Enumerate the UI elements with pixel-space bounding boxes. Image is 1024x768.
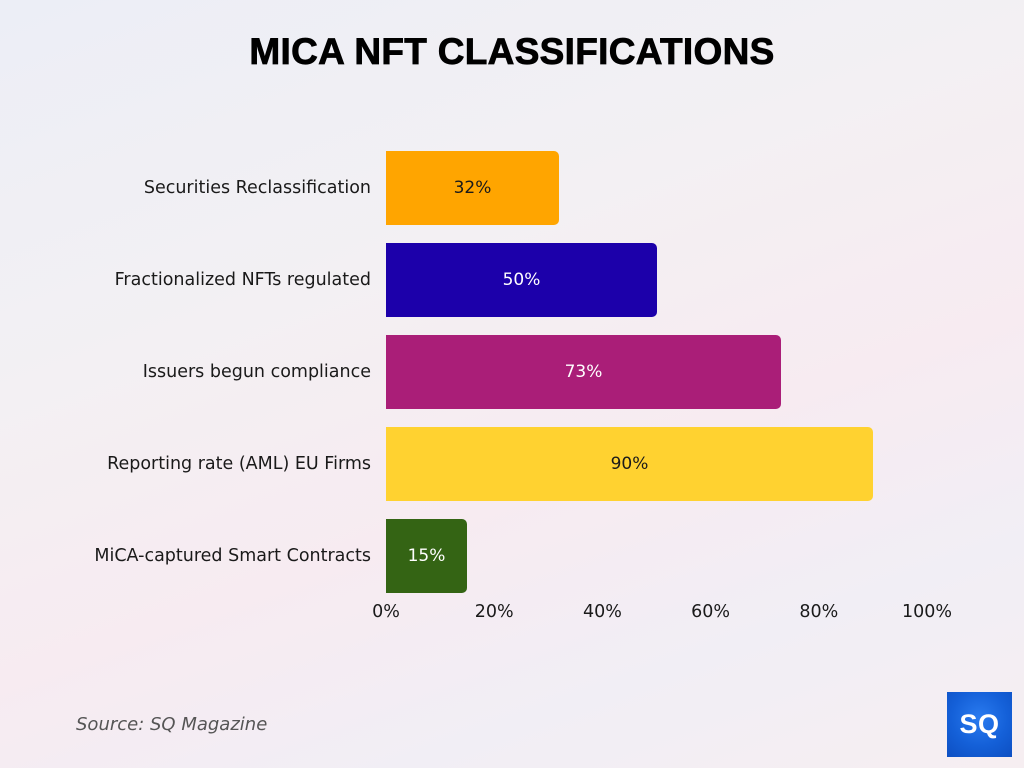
bar: 32% [386, 151, 559, 225]
category-label: Securities Reclassification [143, 178, 371, 198]
source-note: Source: SQ Magazine [76, 714, 268, 735]
sq-logo: SQ [947, 692, 1012, 757]
x-axis-tick-label: 20% [474, 602, 514, 622]
category-label: MiCA-captured Smart Contracts [94, 546, 371, 566]
category-label: Fractionalized NFTs regulated [114, 270, 371, 290]
bar-value-label: 32% [453, 178, 492, 198]
x-axis-tick-label: 80% [799, 602, 839, 622]
bar: 90% [386, 427, 873, 501]
x-axis-tick-label: 40% [582, 602, 622, 622]
logo-text: SQ [959, 709, 1000, 739]
category-label: Issuers begun compliance [142, 362, 371, 382]
bar-value-label: 50% [502, 270, 541, 290]
x-axis-tick-label: 0% [372, 602, 400, 622]
bar: 73% [386, 335, 781, 409]
x-axis-tick-label: 100% [901, 602, 953, 622]
bar-value-label: 73% [564, 362, 603, 382]
bar-value-label: 15% [407, 546, 446, 566]
category-label: Reporting rate (AML) EU Firms [107, 454, 371, 474]
bar: 50% [386, 243, 657, 317]
bar-value-label: 90% [610, 454, 649, 474]
bar: 15% [386, 519, 467, 593]
x-axis-tick-label: 60% [691, 602, 731, 622]
chart-title: MICA NFT CLASSIFICATIONS [249, 31, 775, 73]
